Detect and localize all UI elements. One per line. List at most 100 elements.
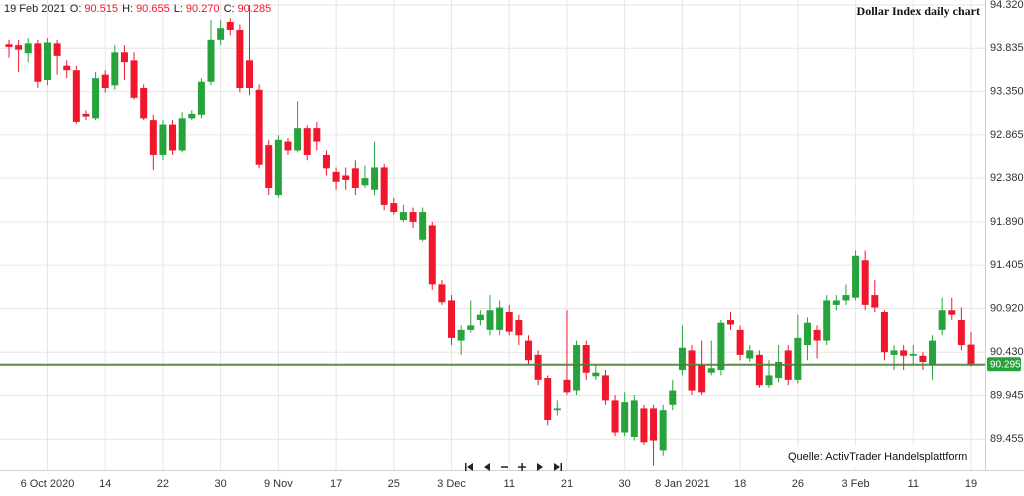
candle-body xyxy=(871,295,879,308)
y-tick-label: 89.455 xyxy=(990,433,1024,445)
y-tick-label: 93.835 xyxy=(990,42,1024,54)
x-tick-label: 3 Dec xyxy=(437,478,466,490)
candle-body xyxy=(755,354,763,386)
y-tick-label: 89.945 xyxy=(990,389,1024,401)
candle-body xyxy=(342,175,350,180)
candle-body xyxy=(361,178,369,186)
candle-body xyxy=(390,203,398,213)
header-field-label: H: xyxy=(122,3,133,15)
candle-body xyxy=(130,60,138,98)
header-field-value: 90.515 xyxy=(84,3,118,15)
nav-zoom-in[interactable] xyxy=(518,463,526,471)
candle-body xyxy=(351,168,359,188)
candle-body xyxy=(72,70,80,122)
y-tick-label: 91.890 xyxy=(990,216,1024,228)
candle-body xyxy=(371,167,379,190)
x-tick-label: 8 Jan 2021 xyxy=(655,478,709,490)
candle-body xyxy=(563,379,571,393)
candle-body xyxy=(736,329,744,355)
candle-body xyxy=(505,312,513,332)
candle-body xyxy=(5,44,13,47)
x-tick-label: 22 xyxy=(157,478,169,490)
candle-body xyxy=(842,295,850,301)
y-tick-label: 92.380 xyxy=(990,172,1024,184)
header-field-label: O: xyxy=(70,3,82,15)
candle-body xyxy=(236,29,244,89)
x-tick-label: 18 xyxy=(734,478,746,490)
candle-body xyxy=(284,141,292,151)
candle-body xyxy=(496,307,504,330)
nav-first[interactable] xyxy=(465,463,473,471)
candle-body xyxy=(207,39,215,82)
candle-body xyxy=(919,355,927,363)
candle-body xyxy=(967,344,975,366)
candle-body xyxy=(765,375,773,386)
candle-body xyxy=(890,350,898,355)
candle-body xyxy=(217,28,225,40)
candle-body xyxy=(15,45,23,50)
y-tick-label: 90.920 xyxy=(990,302,1024,314)
candle-body xyxy=(630,400,638,437)
candle-body xyxy=(929,340,937,366)
candle-body xyxy=(650,408,658,441)
candle-body xyxy=(678,347,686,371)
candle-body xyxy=(861,260,869,305)
candle-body xyxy=(813,329,821,341)
candle-body xyxy=(409,212,417,222)
x-tick-label: 9 Nov xyxy=(264,478,293,490)
candle-body xyxy=(332,171,340,182)
y-tick-label: 92.865 xyxy=(990,129,1024,141)
candle-body xyxy=(621,402,629,433)
candle-body xyxy=(120,52,128,63)
candle-body xyxy=(534,354,542,380)
candle-body xyxy=(178,118,186,151)
last-price-label: 90.295 xyxy=(990,359,1021,370)
header-field-value: 90.655 xyxy=(136,3,170,15)
candle-body xyxy=(448,300,456,338)
candle-body xyxy=(197,81,205,115)
candle-body xyxy=(775,362,783,379)
candle-body xyxy=(274,139,282,196)
candle-body xyxy=(428,225,436,285)
candle-body xyxy=(948,310,956,315)
candle-body xyxy=(226,21,234,30)
candle-body xyxy=(823,300,831,341)
candle-body xyxy=(852,255,860,298)
candle-body xyxy=(601,375,609,401)
nav-next[interactable] xyxy=(537,463,543,471)
y-tick-label: 93.350 xyxy=(990,85,1024,97)
nav-last[interactable] xyxy=(554,463,562,471)
candle-body xyxy=(24,43,32,54)
candle-body xyxy=(188,113,196,119)
candle-body xyxy=(265,145,273,188)
candle-body xyxy=(169,124,177,151)
candle-body xyxy=(438,284,446,303)
header-date: 19 Feb 2021 xyxy=(4,3,66,15)
nav-prev[interactable] xyxy=(484,463,490,471)
candle-body xyxy=(149,120,157,155)
x-tick-label: 6 Oct 2020 xyxy=(21,478,75,490)
candle-body xyxy=(515,320,523,336)
candle-body xyxy=(707,368,715,373)
nav-zoom-out[interactable] xyxy=(501,466,508,468)
candle-body xyxy=(476,314,484,321)
candle-body xyxy=(544,378,552,421)
x-tick-label: 21 xyxy=(561,478,573,490)
header-field-value: 90.270 xyxy=(186,3,220,15)
candle-body xyxy=(313,128,321,142)
x-tick-label: 25 xyxy=(388,478,400,490)
x-tick-label: 30 xyxy=(619,478,631,490)
x-tick-label: 19 xyxy=(965,478,977,490)
y-tick-label: 91.405 xyxy=(990,259,1024,271)
x-tick-label: 26 xyxy=(792,478,804,490)
candle-body xyxy=(573,345,581,391)
candle-body xyxy=(255,89,263,165)
candle-body xyxy=(303,128,311,155)
navigation xyxy=(465,463,562,471)
candle-body xyxy=(34,43,42,82)
candle-body xyxy=(717,322,725,371)
x-tick-label: 3 Feb xyxy=(841,478,869,490)
candle-body xyxy=(640,408,648,443)
candle-body xyxy=(63,65,71,71)
